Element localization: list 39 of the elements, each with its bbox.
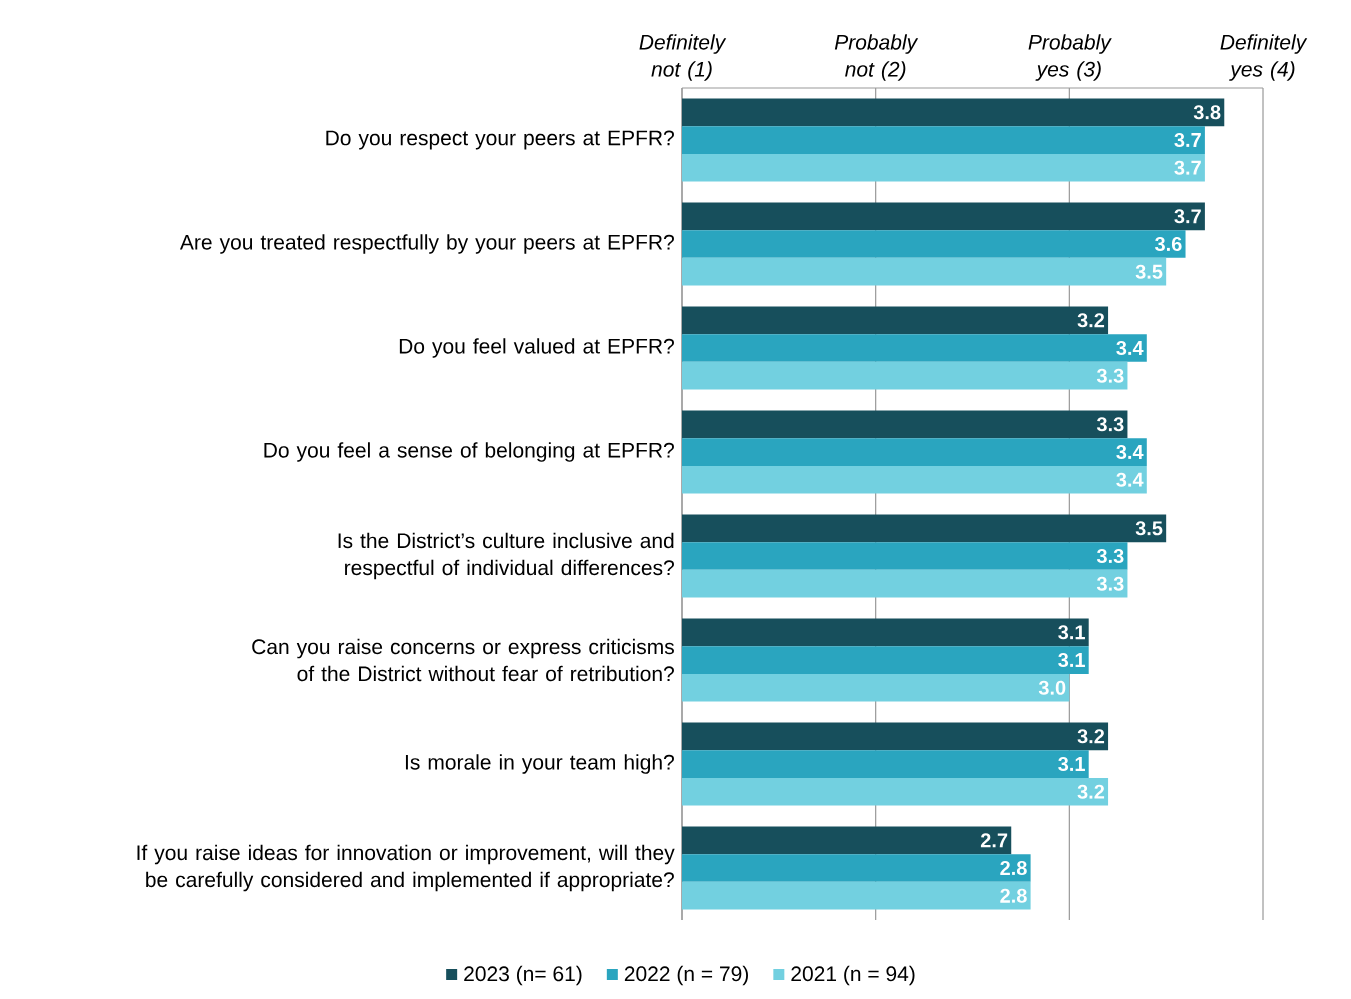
y-tick-label: Are you treated respectfully by your peers at EPFR? — [179, 234, 674, 254]
data-label: 3.1 — [1058, 625, 1085, 640]
data-label: 3.4 — [1116, 444, 1144, 460]
data-label: 2.7 — [980, 833, 1008, 848]
data-label: 3.6 — [1154, 236, 1182, 252]
x-tick-label: Definitely not (1) — [639, 34, 727, 81]
legend-label: 2022 (n = 79) — [624, 965, 748, 986]
y-tick-label: Do you feel valued at EPFR? — [399, 338, 674, 358]
data-label: 3.3 — [1096, 548, 1124, 564]
y-tick-label: Do you respect your peers at EPFR? — [326, 130, 674, 150]
data-label: 3.3 — [1096, 368, 1124, 383]
data-label: 3.2 — [1077, 729, 1105, 744]
x-tick-label: Probably yes (3) — [1028, 34, 1112, 81]
data-label: 3.1 — [1058, 652, 1085, 668]
data-label: 3.3 — [1096, 576, 1124, 591]
data-label: 3.1 — [1058, 756, 1085, 772]
x-tick-label: Probably not (2) — [834, 34, 919, 81]
data-label: 3.7 — [1174, 209, 1201, 224]
data-label: 3.2 — [1077, 313, 1105, 328]
x-tick-label: Definitely yes (4) — [1220, 34, 1308, 81]
y-tick-label: Is the District’s culture inclusive and respectful of individual differences? — [338, 532, 674, 580]
data-label: 3.7 — [1174, 160, 1201, 175]
data-label: 3.2 — [1077, 784, 1105, 799]
data-label: 3.7 — [1174, 132, 1201, 148]
y-tick-label: Is morale in your team high? — [405, 754, 674, 774]
data-label: 3.5 — [1135, 264, 1163, 279]
data-label: 3.3 — [1096, 417, 1124, 432]
data-label: 3.4 — [1116, 472, 1144, 487]
y-tick-label: Do you feel a sense of belonging at EPFR? — [264, 442, 674, 462]
data-label: 2.8 — [1000, 888, 1027, 903]
data-label: 3.4 — [1116, 340, 1144, 356]
data-label: 3.0 — [1038, 680, 1066, 695]
y-tick-label: Can you raise concerns or express criticisms of the District without fear of retribution? — [252, 638, 674, 682]
data-label: 3.8 — [1193, 105, 1221, 120]
y-tick-label: If you raise ideas for innovation or improvement, will they be carefully considered and implemented if appropriate? — [137, 844, 675, 892]
legend-label: 2021 (n = 94) — [791, 965, 915, 986]
legend-label: 2023 (n= 61) — [464, 965, 582, 986]
data-label: 2.8 — [1000, 860, 1027, 876]
data-label: 3.5 — [1135, 521, 1163, 536]
